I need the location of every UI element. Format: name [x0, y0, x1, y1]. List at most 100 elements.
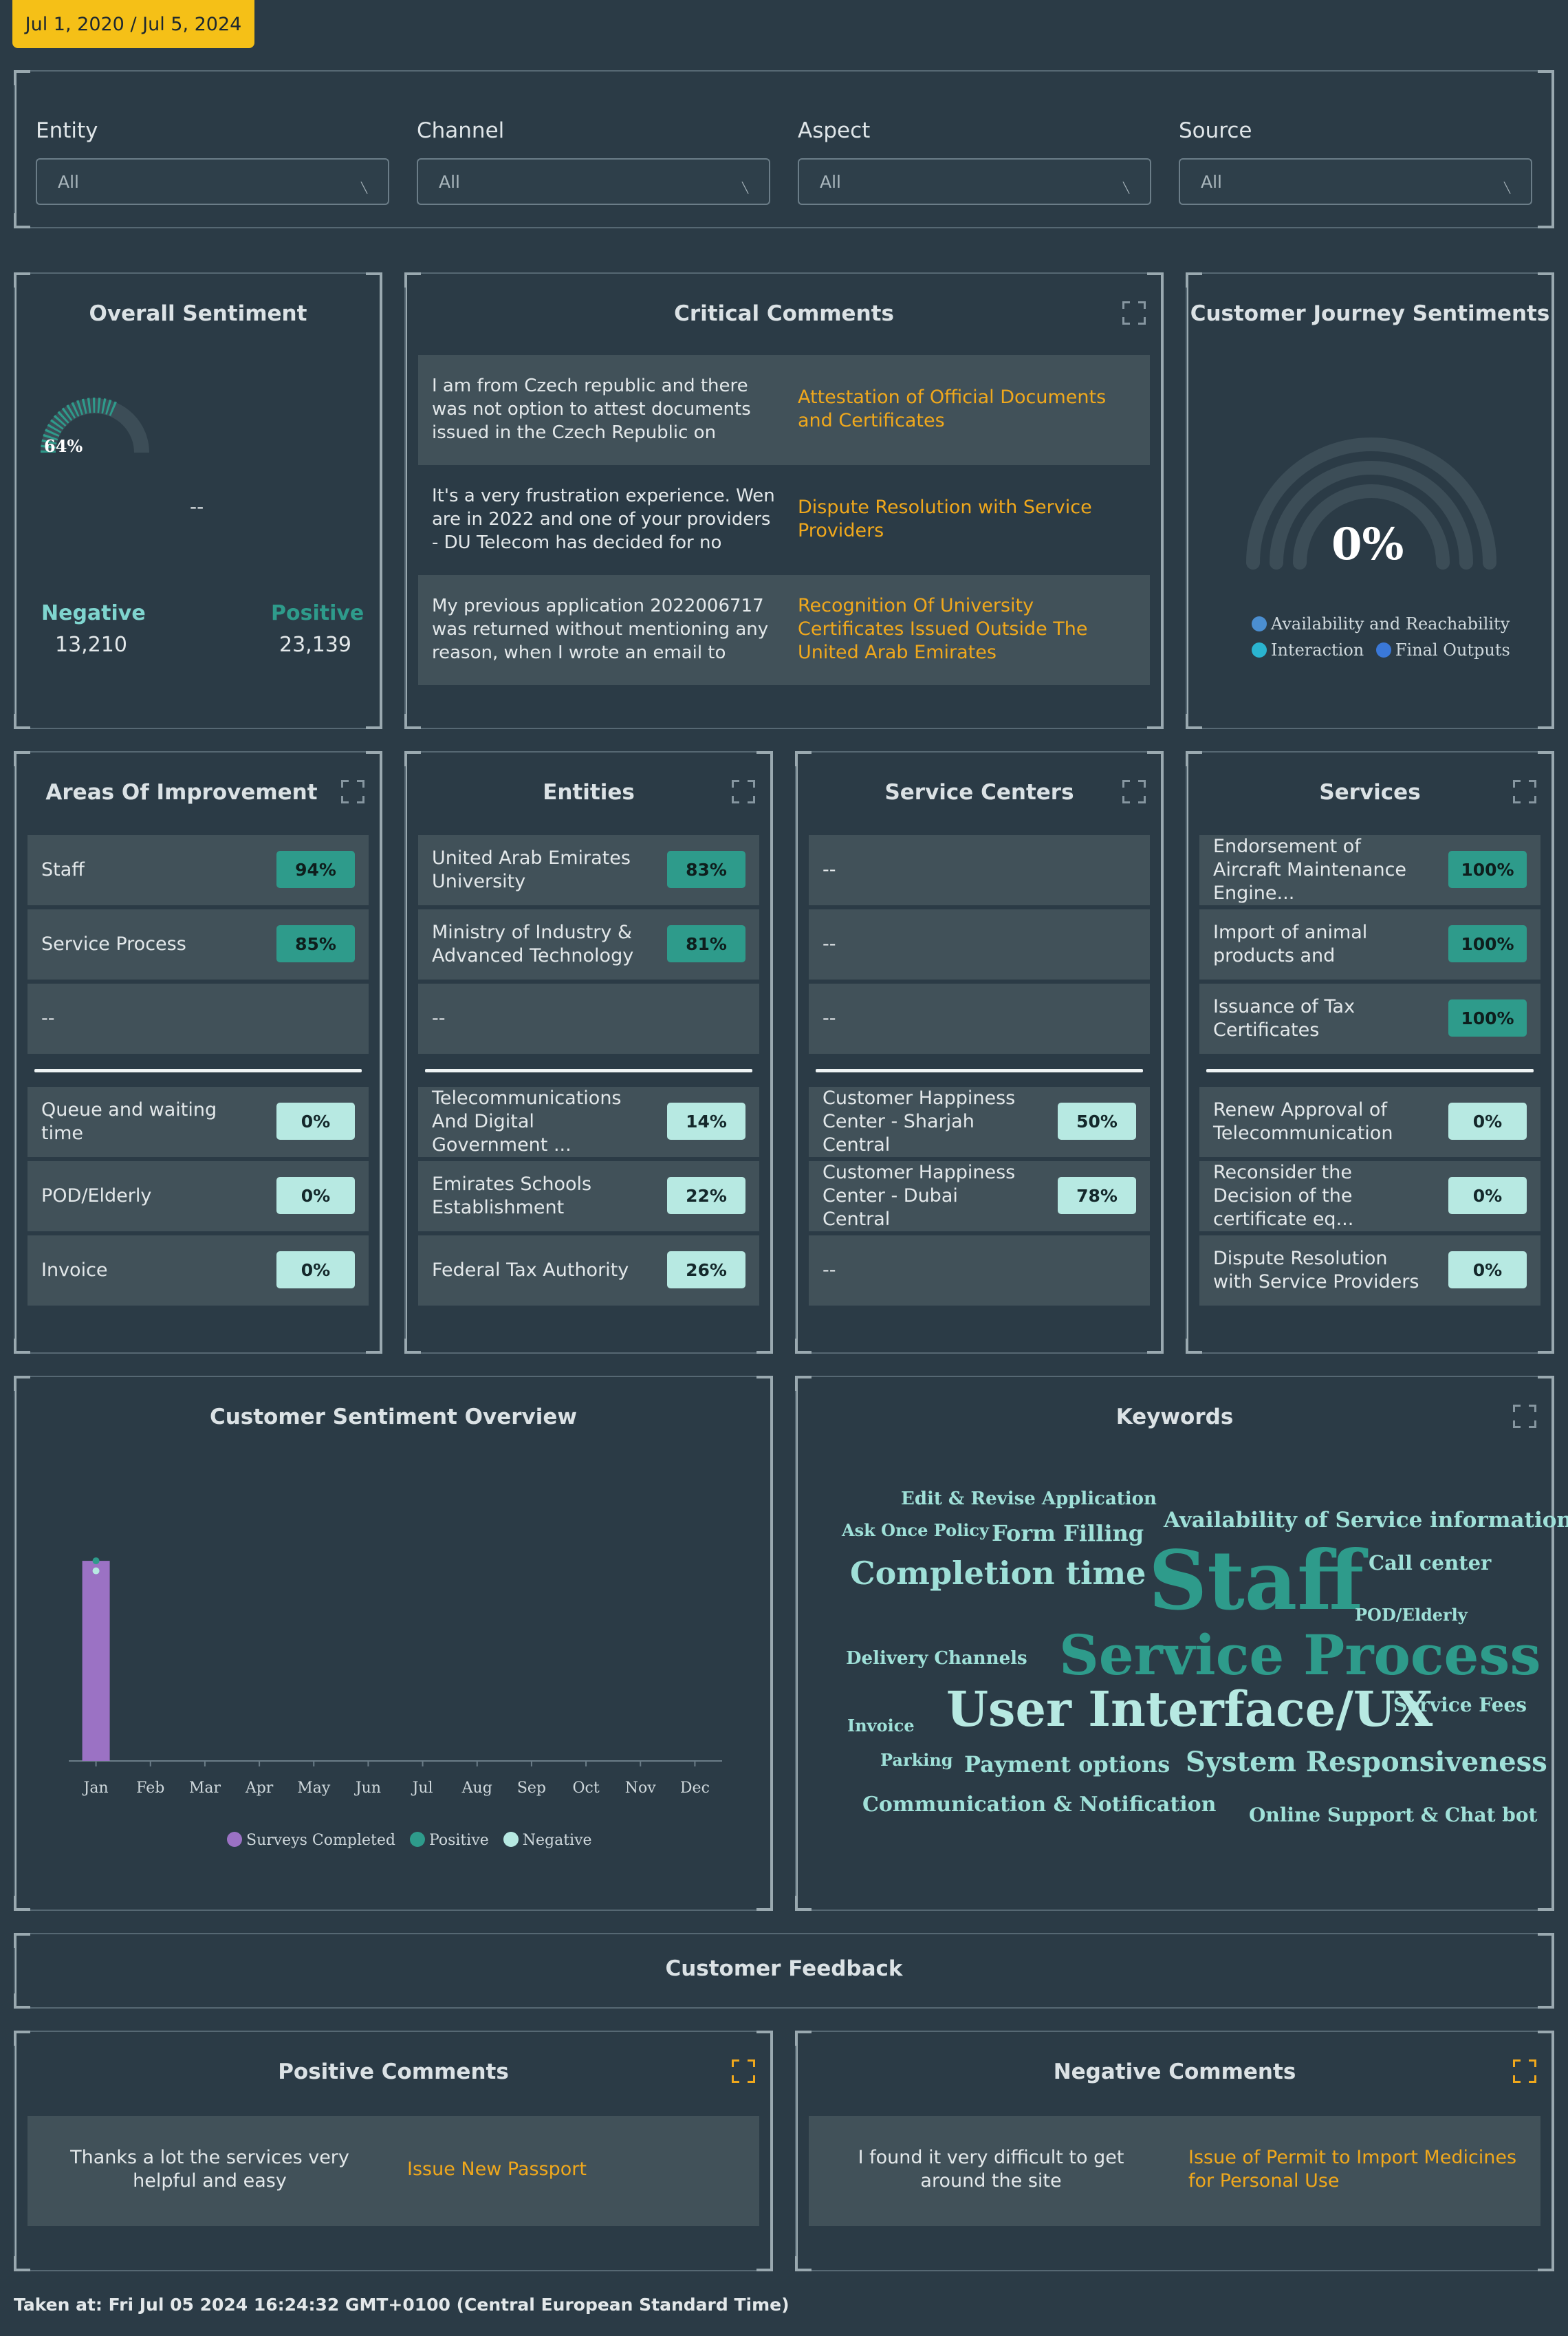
services-panel: Services	[1186, 751, 1554, 1354]
expand-icon[interactable]	[1513, 2059, 1536, 2083]
keyword[interactable]: User Interface/UX	[946, 1680, 1433, 1738]
legend-item[interactable]: Surveys Completed	[227, 1832, 395, 1849]
list-item[interactable]: --	[28, 984, 369, 1054]
list-item[interactable]: Emirates Schools Establishment 22%	[418, 1161, 759, 1231]
legend-item[interactable]: Negative	[503, 1832, 592, 1849]
list-item[interactable]: Renew Approval of Telecommunication 0%	[1199, 1087, 1540, 1157]
capture-timestamp: Taken at: Fri Jul 05 2024 16:24:32 GMT+0…	[14, 2295, 790, 2315]
keyword[interactable]: Availability of Service information	[1164, 1508, 1568, 1533]
x-tick-label: Dec	[680, 1780, 710, 1797]
keyword[interactable]: Delivery Channels	[846, 1648, 1027, 1669]
x-tick-label: May	[297, 1780, 331, 1797]
item-label: Reconsider the Decision of the certifica…	[1213, 1162, 1354, 1230]
list-item[interactable]: Ministry of Industry & Advanced Technolo…	[418, 909, 759, 980]
percent-badge: 100%	[1448, 925, 1527, 962]
list-item[interactable]: Issuance of Tax Certificates 100%	[1199, 984, 1540, 1054]
expand-icon[interactable]	[1513, 1405, 1536, 1428]
keyword[interactable]: Online Support & Chat bot	[1249, 1804, 1538, 1826]
positive-comment-row[interactable]: Thanks a lot the services very helpful a…	[28, 2116, 759, 2226]
critical-comments-panel: Critical Comments	[404, 272, 1164, 729]
comment-service-link[interactable]: Issue of Permit to Import Medicines for …	[1188, 2147, 1517, 2192]
panel-title: Positive Comments	[278, 2059, 509, 2084]
channel-select[interactable]: All ╲	[417, 158, 770, 205]
expand-icon[interactable]	[732, 780, 755, 803]
journey-percent: 0%	[1331, 519, 1404, 570]
legend-dot-icon	[503, 1832, 519, 1847]
expand-icon[interactable]	[1513, 780, 1536, 803]
list-item[interactable]: Customer Happiness Center - Dubai Centra…	[809, 1161, 1150, 1231]
list-item[interactable]: --	[418, 984, 759, 1054]
critical-comment-row[interactable]: My previous application 2022006717 was r…	[418, 575, 1150, 685]
chevron-down-icon: ╲	[360, 182, 367, 194]
critical-comment-row[interactable]: I am from Czech republic and there was n…	[418, 355, 1150, 465]
item-label: Customer Happiness Center - Sharjah Cent…	[823, 1088, 1016, 1156]
list-item[interactable]: Federal Tax Authority 26%	[418, 1235, 759, 1306]
percent-badge: 0%	[276, 1103, 355, 1140]
expand-icon[interactable]	[732, 2059, 755, 2083]
keyword[interactable]: Completion time	[850, 1555, 1146, 1592]
list-item[interactable]: United Arab Emirates University 83%	[418, 835, 759, 905]
expand-icon[interactable]	[1122, 301, 1146, 325]
list-item[interactable]: Customer Happiness Center - Sharjah Cent…	[809, 1087, 1150, 1157]
list-item[interactable]: Dispute Resolution with Service Provider…	[1199, 1235, 1540, 1306]
keyword[interactable]: Invoice	[847, 1716, 915, 1735]
percent-badge: 26%	[667, 1251, 745, 1288]
keyword[interactable]: Edit & Revise Application	[901, 1489, 1157, 1509]
legend-item[interactable]: Positive	[409, 1832, 489, 1849]
divider	[816, 1069, 1143, 1072]
gauge-percent: 64%	[44, 436, 83, 456]
legend-item[interactable]: Interaction	[1252, 640, 1364, 660]
keyword[interactable]: Form Filling	[992, 1520, 1144, 1546]
legend-dot-icon	[1252, 642, 1267, 658]
keyword[interactable]: Payment options	[964, 1751, 1170, 1777]
keyword[interactable]: Ask Once Policy	[842, 1520, 989, 1540]
x-tick-label: Apr	[245, 1780, 274, 1797]
item-label: --	[432, 1008, 446, 1029]
legend-item[interactable]: Availability and Reachability	[1252, 611, 1540, 637]
comment-service-link[interactable]: Dispute Resolution with Service Provider…	[798, 497, 1092, 541]
keywords-panel: Keywords	[795, 1376, 1554, 1911]
keyword[interactable]: Staff	[1148, 1533, 1364, 1628]
filter-label-entity: Entity	[36, 118, 98, 143]
expand-icon[interactable]	[1122, 780, 1146, 803]
expand-icon[interactable]	[341, 780, 364, 803]
list-item[interactable]: Invoice 0%	[28, 1235, 369, 1306]
list-item[interactable]: --	[809, 984, 1150, 1054]
keyword[interactable]: Communication & Notification	[862, 1793, 1217, 1817]
keyword[interactable]: Service Process	[1059, 1623, 1541, 1687]
comment-service-link[interactable]: Recognition Of University Certificates I…	[798, 595, 1088, 663]
legend-label: Surveys Completed	[246, 1832, 395, 1849]
list-item[interactable]: --	[809, 1235, 1150, 1306]
positive-point	[92, 1557, 100, 1565]
item-label: Customer Happiness Center - Dubai Centra…	[823, 1162, 1016, 1230]
source-select[interactable]: All ╲	[1179, 158, 1532, 205]
item-label: Endorsement of Aircraft Maintenance Engi…	[1213, 836, 1407, 904]
bar	[82, 1561, 110, 1761]
entity-select[interactable]: All ╲	[36, 158, 389, 205]
keyword[interactable]: Parking	[880, 1750, 953, 1770]
x-tick-label: Nov	[625, 1780, 656, 1797]
list-item[interactable]: Staff 94%	[28, 835, 369, 905]
aspect-select-value: All	[820, 171, 841, 192]
list-item[interactable]: Telecommunications And Digital Governmen…	[418, 1087, 759, 1157]
list-item[interactable]: Queue and waiting time 0%	[28, 1087, 369, 1157]
list-item[interactable]: --	[809, 835, 1150, 905]
list-item[interactable]: POD/Elderly 0%	[28, 1161, 369, 1231]
keyword[interactable]: Call center	[1369, 1551, 1492, 1575]
list-item[interactable]: Endorsement of Aircraft Maintenance Engi…	[1199, 835, 1540, 905]
date-range-button[interactable]: Jul 1, 2020 / Jul 5, 2024	[12, 0, 254, 48]
keyword[interactable]: POD/Elderly	[1355, 1605, 1468, 1625]
negative-comment-row[interactable]: I found it very difficult to get around …	[809, 2116, 1540, 2226]
list-item[interactable]: Import of animal products and 100%	[1199, 909, 1540, 980]
list-item[interactable]: Service Process 85%	[28, 909, 369, 980]
aspect-select[interactable]: All ╲	[798, 158, 1151, 205]
legend-item[interactable]: Final Outputs	[1375, 640, 1510, 660]
keyword[interactable]: Service Fees	[1393, 1694, 1527, 1716]
comment-service-link[interactable]: Issue New Passport	[407, 2159, 587, 2180]
x-tick-label: Mar	[189, 1780, 221, 1797]
list-item[interactable]: --	[809, 909, 1150, 980]
list-item[interactable]: Reconsider the Decision of the certifica…	[1199, 1161, 1540, 1231]
critical-comment-row[interactable]: It's a very frustration experience. Wen …	[418, 465, 1150, 575]
keyword[interactable]: System Responsiveness	[1186, 1746, 1547, 1778]
comment-service-link[interactable]: Attestation of Official Documents and Ce…	[798, 387, 1107, 431]
